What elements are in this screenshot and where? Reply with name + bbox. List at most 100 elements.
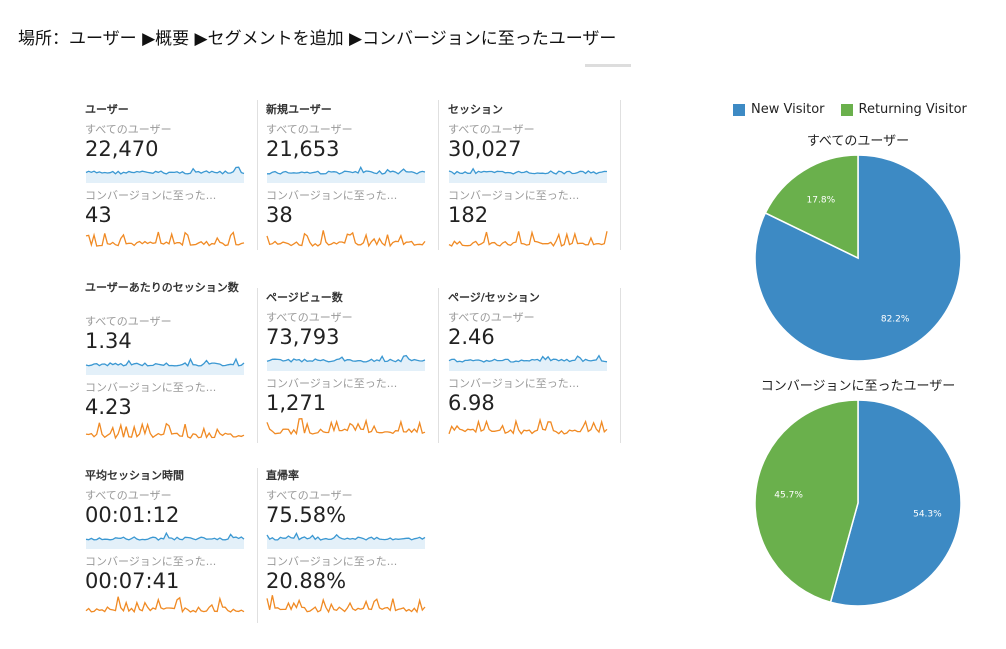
segment-label-all: すべてのユーザー	[448, 311, 535, 324]
sparkline-line	[85, 531, 245, 541]
sparkline-line	[85, 166, 245, 175]
legend-label: New Visitor	[751, 102, 825, 117]
metric-value-all: 73,793	[266, 325, 340, 349]
segment-label-converted: コンバージョンに至った...	[85, 381, 217, 394]
metric-value-converted: 00:07:41	[85, 569, 180, 593]
divider	[620, 100, 621, 250]
sparkline-line	[448, 230, 608, 247]
pie-slice-label: 82.2%	[881, 314, 910, 324]
metric-title: 平均セッション時間	[85, 469, 184, 482]
metric-title: 新規ユーザー	[266, 103, 332, 116]
divider	[438, 100, 439, 250]
metric-card[interactable]: 新規ユーザー すべてのユーザー 21,653 コンバージョンに至った... 38	[266, 103, 428, 283]
metric-title: ページビュー数	[266, 291, 343, 304]
sparkline-line	[448, 354, 608, 363]
pie-slice-label: 54.3%	[913, 509, 942, 519]
metric-value-converted: 1,271	[266, 391, 327, 415]
segment-label-all: すべてのユーザー	[85, 489, 172, 502]
sparkline-fill	[86, 359, 244, 375]
sparkline-line	[266, 418, 426, 436]
sparkline-fill	[267, 355, 425, 371]
pie-title-converted: コンバージョンに至ったユーザー	[760, 379, 956, 394]
metric-card[interactable]: セッション すべてのユーザー 30,027 コンバージョンに至った... 182	[448, 103, 610, 283]
sparkline-converted	[85, 231, 245, 248]
sparkline-line	[448, 417, 608, 435]
segment-label-converted: コンバージョンに至った...	[448, 377, 580, 390]
segment-label-converted: コンバージョンに至った...	[448, 189, 580, 202]
legend-new-visitor[interactable]: New Visitor	[733, 102, 825, 117]
metric-card[interactable]: 平均セッション時間 すべてのユーザー 00:01:12 コンバージョンに至った.…	[85, 469, 247, 649]
segment-label-converted: コンバージョンに至った...	[85, 555, 217, 568]
segment-label-all: すべてのユーザー	[266, 489, 353, 502]
sparkline-fill	[449, 168, 607, 183]
segment-label-converted: コンバージョンに至った...	[266, 555, 398, 568]
pie-chart-converted-users: 54.3% 45.7%	[754, 399, 962, 607]
metric-card[interactable]: ユーザーあたりのセッション数 すべてのユーザー 1.34 コンバージョンに至った…	[85, 281, 247, 461]
metric-card[interactable]: ユーザー すべてのユーザー 22,470 コンバージョンに至った... 43	[85, 103, 247, 283]
sparkline-line	[266, 532, 426, 541]
metric-value-converted: 182	[448, 203, 489, 227]
metric-value-all: 1.34	[85, 329, 132, 353]
segment-label-converted: コンバージョンに至った...	[266, 377, 398, 390]
divider	[438, 288, 439, 443]
pie-chart-all-users: 82.2% 17.8%	[754, 154, 962, 362]
sparkline-line	[266, 595, 426, 614]
breadcrumb-heading: 場所：ユーザー ▶概要 ▶セグメントを追加 ▶コンバージョンに至ったユーザー	[18, 29, 617, 49]
sparkline-all	[448, 354, 608, 371]
pie-title-all: すべてのユーザー	[806, 134, 910, 149]
sparkline-all	[85, 357, 245, 375]
scroll-indicator[interactable]	[585, 64, 631, 67]
sparkline-line	[85, 357, 245, 367]
segment-label-converted: コンバージョンに至った...	[85, 189, 217, 202]
legend-returning-visitor[interactable]: Returning Visitor	[840, 102, 967, 117]
sparkline-fill	[449, 355, 607, 371]
pie-legend: New Visitor Returning Visitor	[733, 102, 967, 117]
pie-slice-returning[interactable]	[754, 399, 859, 604]
metric-value-converted: 38	[266, 203, 293, 227]
metric-title: 直帰率	[266, 469, 299, 482]
metric-card[interactable]: ページ/セッション すべてのユーザー 2.46 コンバージョンに至った... 6…	[448, 291, 610, 471]
sparkline-fill	[267, 167, 425, 183]
metric-value-all: 21,653	[266, 137, 340, 161]
metric-value-all: 2.46	[448, 325, 495, 349]
metric-title: ページ/セッション	[448, 291, 540, 304]
metric-title: セッション	[448, 103, 503, 116]
sparkline-converted	[448, 230, 608, 247]
metric-card[interactable]: ページビュー数 すべてのユーザー 73,793 コンバージョンに至った... 1…	[266, 291, 428, 471]
metric-title: ユーザー	[85, 103, 129, 116]
sparkline-converted	[448, 417, 608, 435]
sparkline-all	[85, 166, 245, 183]
metric-value-converted: 43	[85, 203, 112, 227]
sparkline-line	[85, 231, 245, 248]
pie-slice-label: 17.8%	[807, 196, 836, 206]
segment-label-all: すべてのユーザー	[266, 123, 353, 136]
pie-slice-new[interactable]	[829, 399, 962, 607]
segment-label-converted: コンバージョンに至った...	[266, 189, 398, 202]
sparkline-converted	[266, 230, 426, 248]
legend-label: Returning Visitor	[858, 102, 967, 117]
sparkline-line	[266, 230, 426, 248]
divider	[257, 100, 258, 250]
sparkline-line	[448, 167, 608, 175]
pie-slice-returning[interactable]	[764, 154, 859, 260]
sparkline-converted	[85, 596, 245, 614]
segment-label-all: すべてのユーザー	[266, 311, 353, 324]
sparkline-line	[266, 354, 426, 363]
sparkline-converted	[85, 421, 245, 440]
sparkline-fill	[267, 533, 425, 549]
divider	[257, 468, 258, 623]
sparkline-all	[267, 165, 426, 183]
segment-label-all: すべてのユーザー	[85, 315, 172, 328]
sparkline-all	[448, 167, 608, 183]
segment-label-all: すべてのユーザー	[85, 123, 172, 136]
sparkline-line	[267, 165, 426, 175]
sparkline-converted	[266, 418, 426, 436]
sparkline-all	[266, 354, 426, 371]
metric-value-all: 22,470	[85, 137, 159, 161]
metric-value-converted: 20.88%	[266, 569, 347, 593]
legend-swatch-icon	[733, 103, 745, 116]
segment-label-all: すべてのユーザー	[448, 123, 535, 136]
metric-value-converted: 6.98	[448, 391, 495, 415]
metric-card[interactable]: 直帰率 すべてのユーザー 75.58% コンバージョンに至った... 20.88…	[266, 469, 428, 649]
sparkline-line	[85, 421, 245, 440]
